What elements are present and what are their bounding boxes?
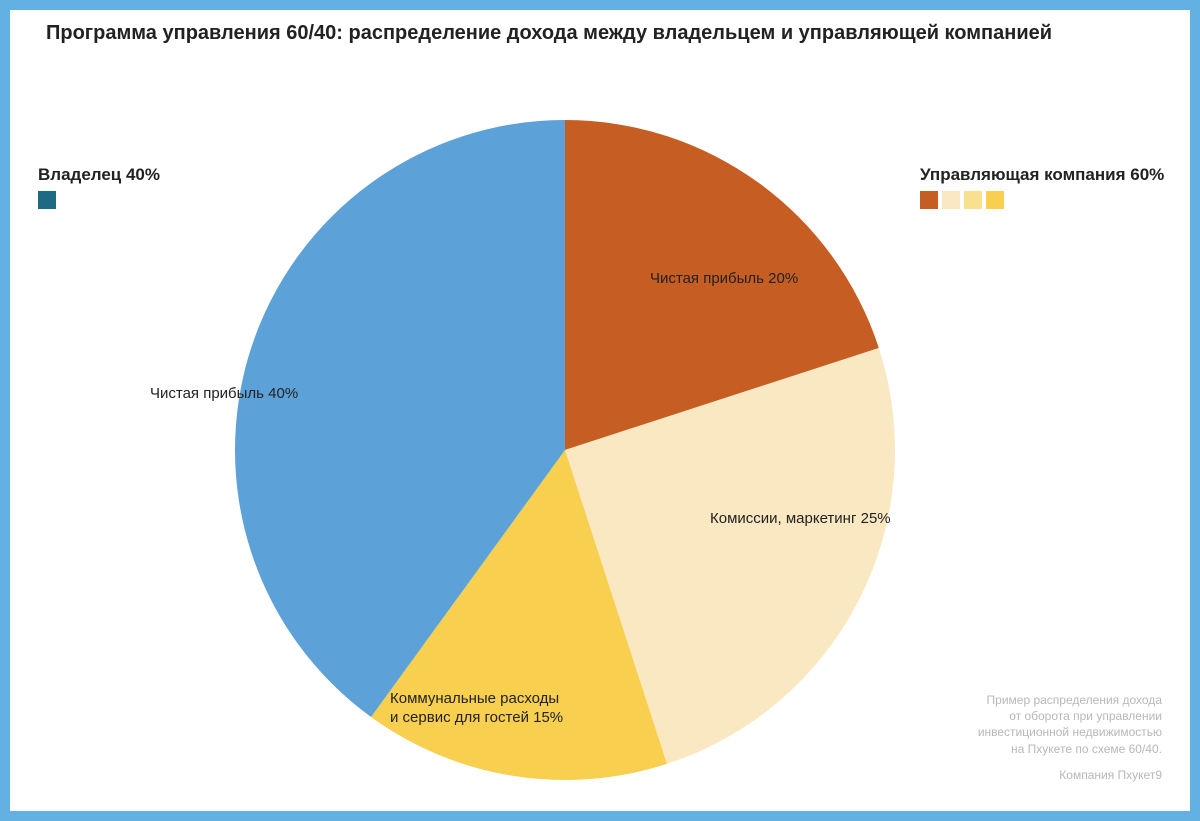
chart-title: Программа управления 60/40: распределени…: [46, 22, 1154, 45]
legend-management-swatches: [920, 191, 1164, 209]
legend-swatch: [38, 191, 56, 209]
legend-owner-swatches: [38, 191, 160, 209]
footnote-company: Компания Пхукет9: [978, 767, 1162, 783]
footnote-text: Пример распределения доходаот оборота пр…: [978, 692, 1162, 757]
footnote-line: Пример распределения дохода: [978, 692, 1162, 708]
chart-frame: Программа управления 60/40: распределени…: [0, 0, 1200, 821]
footnote-line: на Пхукете по схеме 60/40.: [978, 741, 1162, 757]
pie-slice-label: Коммунальные расходы и сервис для гостей…: [390, 690, 563, 728]
pie-chart: [235, 120, 895, 780]
legend-owner-label: Владелец 40%: [38, 165, 160, 185]
legend-swatch: [942, 191, 960, 209]
legend-owner: Владелец 40%: [38, 165, 160, 209]
legend-management-label: Управляющая компания 60%: [920, 165, 1164, 185]
footnote-line: инвестиционной недвижимостью: [978, 724, 1162, 740]
legend-swatch: [986, 191, 1004, 209]
footnote-line: от оборота при управлении: [978, 708, 1162, 724]
legend-swatch: [920, 191, 938, 209]
legend-swatch: [964, 191, 982, 209]
pie-slice-label: Чистая прибыль 40%: [150, 385, 298, 404]
pie-slice-label: Чистая прибыль 20%: [650, 270, 798, 289]
legend-management: Управляющая компания 60%: [920, 165, 1164, 209]
pie-slice-label: Комиссии, маркетинг 25%: [710, 510, 891, 529]
footnote: Пример распределения доходаот оборота пр…: [978, 692, 1162, 783]
